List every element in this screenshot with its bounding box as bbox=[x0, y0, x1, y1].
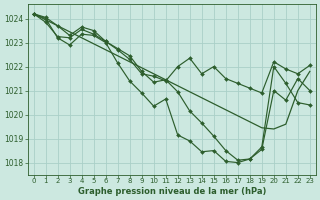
X-axis label: Graphe pression niveau de la mer (hPa): Graphe pression niveau de la mer (hPa) bbox=[77, 187, 266, 196]
